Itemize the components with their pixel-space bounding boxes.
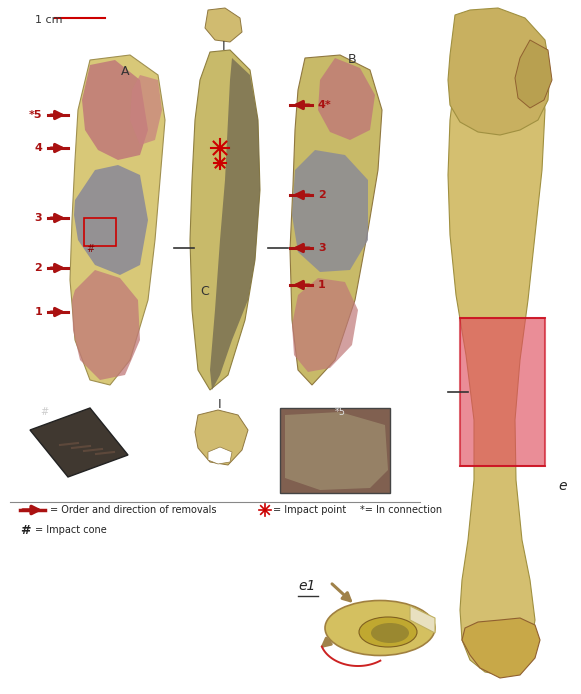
Bar bbox=[280, 408, 390, 493]
Polygon shape bbox=[72, 270, 140, 380]
Text: #: # bbox=[20, 523, 30, 536]
Ellipse shape bbox=[359, 617, 417, 647]
Text: C: C bbox=[200, 285, 209, 298]
Text: 3: 3 bbox=[34, 213, 42, 223]
Text: 1: 1 bbox=[318, 280, 326, 290]
Text: I: I bbox=[218, 398, 222, 411]
Text: 4*: 4* bbox=[318, 100, 332, 110]
Text: I: I bbox=[222, 40, 226, 53]
Polygon shape bbox=[410, 606, 435, 633]
Ellipse shape bbox=[371, 623, 409, 643]
Text: 4: 4 bbox=[34, 143, 42, 153]
Polygon shape bbox=[462, 618, 540, 678]
Text: *5: *5 bbox=[335, 407, 346, 417]
Polygon shape bbox=[70, 55, 165, 385]
Polygon shape bbox=[74, 165, 148, 275]
Polygon shape bbox=[285, 412, 388, 490]
Polygon shape bbox=[515, 40, 552, 108]
Polygon shape bbox=[448, 8, 550, 135]
Text: 1 cm: 1 cm bbox=[35, 15, 63, 25]
Text: = Order and direction of removals: = Order and direction of removals bbox=[50, 505, 217, 515]
Text: 2: 2 bbox=[34, 263, 42, 273]
Polygon shape bbox=[130, 75, 162, 145]
Polygon shape bbox=[318, 58, 375, 140]
Text: = Impact point: = Impact point bbox=[273, 505, 346, 515]
Text: #: # bbox=[86, 244, 94, 254]
Text: 2: 2 bbox=[318, 190, 326, 200]
Polygon shape bbox=[290, 55, 382, 385]
Ellipse shape bbox=[325, 600, 435, 656]
Polygon shape bbox=[208, 447, 232, 464]
Polygon shape bbox=[82, 60, 148, 160]
Text: A: A bbox=[121, 65, 129, 78]
Text: 1: 1 bbox=[34, 307, 42, 317]
Text: e: e bbox=[558, 479, 566, 493]
Text: 3: 3 bbox=[318, 243, 325, 253]
Text: e1: e1 bbox=[298, 579, 315, 593]
Bar bbox=[460, 318, 545, 466]
Polygon shape bbox=[292, 278, 358, 372]
Polygon shape bbox=[205, 8, 242, 42]
Text: B: B bbox=[348, 53, 357, 66]
Polygon shape bbox=[292, 150, 368, 272]
Bar bbox=[84, 218, 116, 246]
Text: = Impact cone: = Impact cone bbox=[35, 525, 107, 535]
Polygon shape bbox=[195, 410, 248, 465]
Text: *= In connection: *= In connection bbox=[360, 505, 442, 515]
Polygon shape bbox=[210, 58, 260, 390]
Polygon shape bbox=[448, 12, 545, 675]
Text: *5: *5 bbox=[28, 110, 42, 120]
Polygon shape bbox=[190, 50, 260, 390]
Text: #: # bbox=[40, 407, 48, 417]
Polygon shape bbox=[30, 408, 128, 477]
